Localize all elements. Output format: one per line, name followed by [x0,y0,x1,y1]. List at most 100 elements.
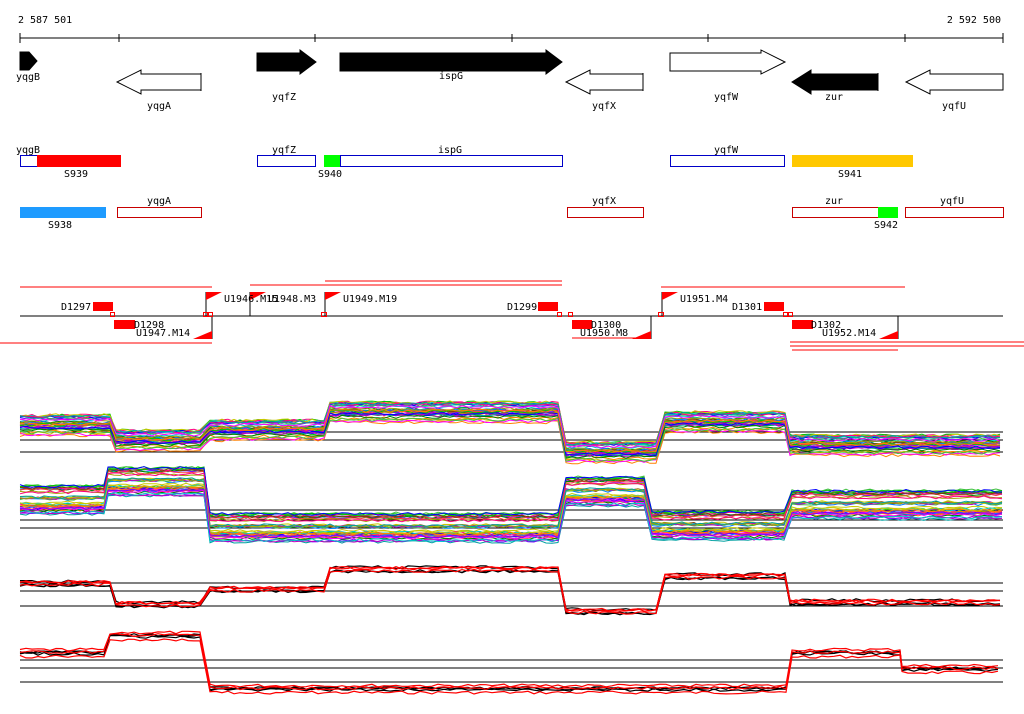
profile-series-line [19,482,1003,533]
gene-label: zur [825,92,843,103]
profile-series-line [20,466,1003,517]
profile-series-line [19,489,1003,540]
feature-span-lines [0,280,1024,351]
profile-series-line [19,485,1003,536]
feature-small-ticks [110,312,793,317]
gene-arrow [339,49,563,75]
profile-series-line [19,484,1003,535]
segment-S941[interactable]: S941 [792,155,913,180]
segment-label: yqgA [147,196,171,207]
segment-S938[interactable]: S938 [20,207,106,231]
feature-label-U1948: U1948.M3 [268,294,316,305]
feature-label-D1302: D1302 [811,320,841,331]
gene-yqgA[interactable]: yqgA [115,69,202,112]
feature-label-U1947: U1947.M14 [136,328,190,339]
segment-S940[interactable]: S940 [318,155,342,180]
profile-series-line [19,568,1001,615]
profile-series-line [19,412,1001,457]
segment-label: S942 [874,220,898,231]
segment-zur[interactable]: zur [792,196,879,218]
coordinate-ruler: 2 587 501 2 592 500 [18,15,1004,43]
feature-label-U1952: U1952.M14 [822,328,876,339]
profile-series-line [19,486,1003,537]
gene-arrow [904,69,1004,95]
feature-label-D1301: D1301 [732,302,762,313]
segment-S939[interactable]: S939 [37,155,121,180]
segment-label: S940 [318,169,342,180]
feature-label-D1297: D1297 [61,302,91,313]
gene-arrow [115,69,202,95]
gene-arrow [564,69,644,95]
profile-series-line [19,401,1001,446]
gene-ispG[interactable]: ispG [339,49,563,82]
gene-label: yqgB [16,72,40,83]
gene-yqgB[interactable]: yqgB [16,51,40,83]
segment-label: yqgB [16,145,40,156]
gene-yqfZ[interactable]: yqfZ [256,49,317,103]
profile-series-line [19,633,999,691]
segment-yqfX[interactable]: yqfX [567,196,644,218]
segment-yqfW[interactable]: yqfW [670,145,785,167]
profile-series-line [19,477,1003,528]
segment-label: S941 [838,169,862,180]
feature-box-D1298 [114,320,135,329]
profile-series-line [19,492,1003,543]
profile-series-line [19,466,1003,516]
feature-labels: D1297 D1298 D1299 D1300 D1301 D1302 U194… [61,294,876,339]
profile-series-line [19,634,999,692]
feature-label-U1949: U1949.M19 [343,294,397,305]
feature-label-U1946: U1946.M15 [224,294,278,305]
gene-arrow [791,69,879,95]
segment-yqgB[interactable]: yqgB [16,145,40,167]
segment-ispG[interactable]: ispG [340,145,563,167]
segment-S942[interactable]: S942 [874,207,898,231]
segment-yqfU[interactable]: yqfU [905,196,1004,218]
feature-box-D1302 [792,320,813,329]
gene-label: yqgA [147,101,171,112]
gene-track: yqgB yqgA yqfZ ispG yqfX yqfW zur [16,49,1004,112]
gene-yqfX[interactable]: yqfX [564,69,644,112]
expression-profile-track-1 [19,400,1003,465]
profile-series-line [19,633,999,691]
feature-label-U1950: U1950.M8 [580,328,628,339]
profile-series-line [19,488,1003,539]
feature-box-D1301 [764,302,784,311]
feature-box-D1300 [572,320,592,329]
profile-series-line [19,408,1001,453]
segment-track-plus: yqgB S939 yqfZ S940 ispG yqfW S941 [16,145,913,180]
gene-arrow [256,49,317,75]
segment-label: ispG [438,145,462,156]
ruler-end-label: 2 592 500 [947,15,1001,26]
gene-label: ispG [439,71,463,82]
gene-zur[interactable]: zur [791,69,879,103]
segment-label: yqfZ [272,145,296,156]
feature-label-D1298: D1298 [134,320,164,331]
segment-label: zur [825,196,843,207]
profile-series-line [19,404,1001,449]
profile-series-line [19,566,1001,612]
profile-series-line [19,630,999,688]
feature-flags [193,292,899,339]
segment-label: yqfX [592,196,616,207]
profile-series-line [19,417,1001,462]
profile-series-line [19,472,1003,523]
segment-label: yqfU [940,196,964,207]
ruler-ticks [19,33,1004,43]
gene-yqfU[interactable]: yqfU [904,69,1004,112]
gene-yqfW[interactable]: yqfW [669,49,787,103]
expression-profile-track-2 [19,465,1003,544]
profile-series-line [19,412,1001,457]
profile-series-line [19,569,1001,616]
gene-label: yqfX [592,101,616,112]
profile-series-line [19,493,1003,544]
gene-arrow [19,51,38,71]
feature-label-D1299: D1299 [507,302,537,313]
segment-label: S939 [64,169,88,180]
segment-yqgA[interactable]: yqgA [117,196,202,218]
feature-track: D1297 D1298 D1299 D1300 D1301 D1302 U194… [0,280,1024,351]
segment-track-minus: S938 yqgA yqfX zur S942 yqfU [20,196,1004,231]
segment-yqfZ[interactable]: yqfZ [257,145,316,167]
gene-arrow [669,49,787,75]
